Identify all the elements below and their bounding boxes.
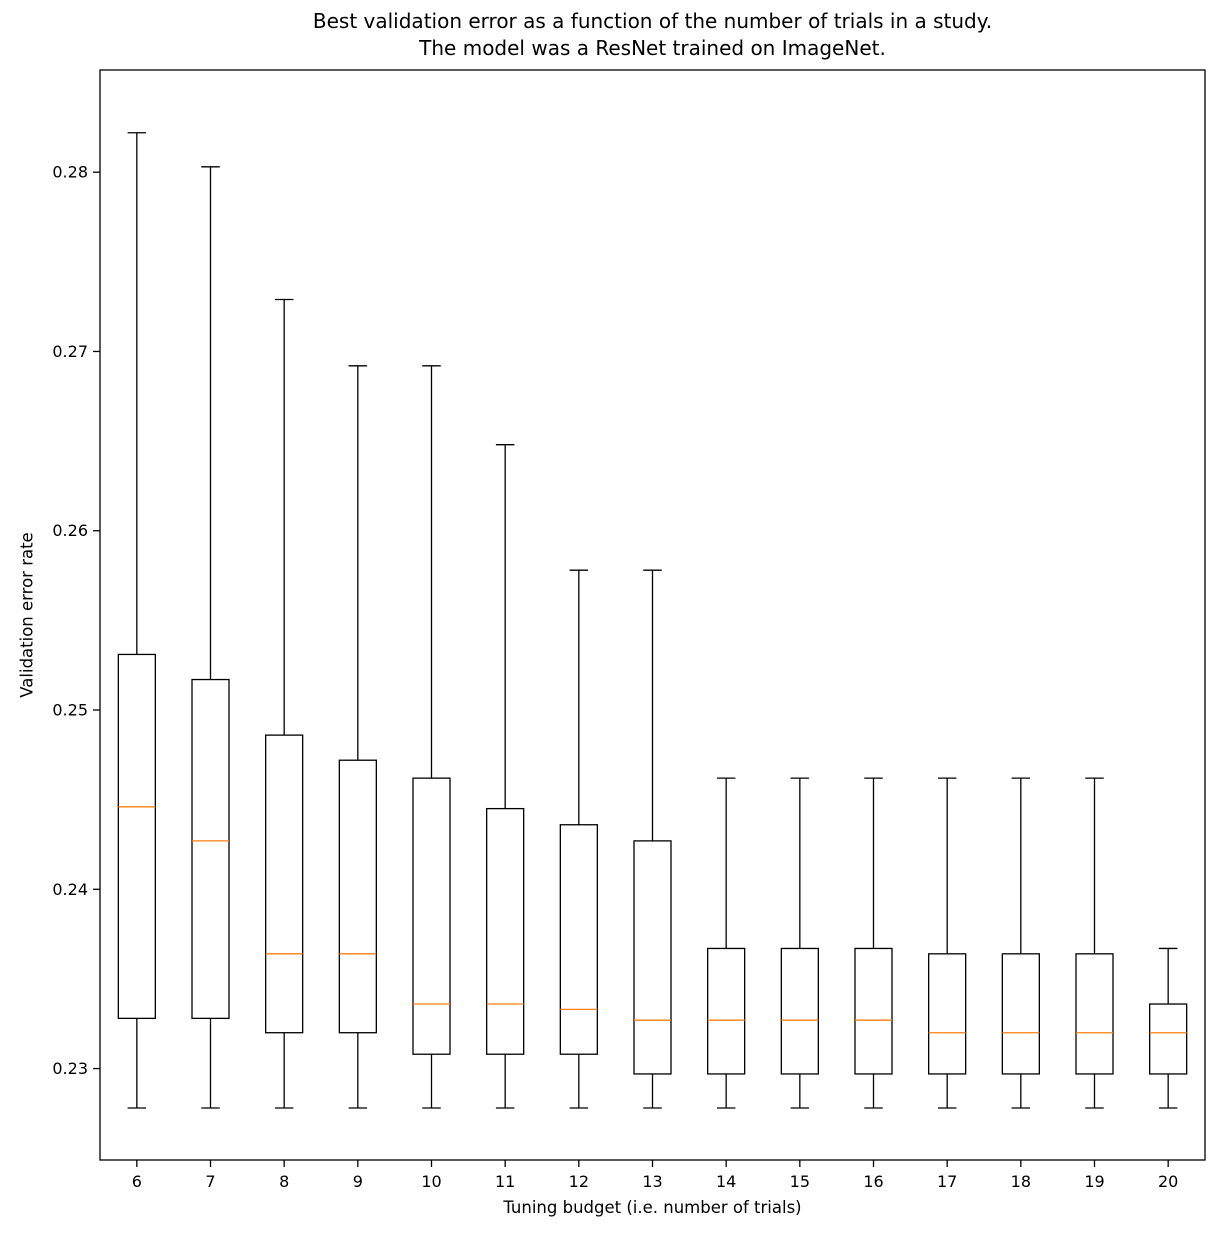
box: [1075, 953, 1114, 1075]
y-tick-label: 0.24: [52, 880, 88, 899]
y-tick-label: 0.27: [52, 342, 88, 361]
x-tick-label: 8: [279, 1172, 289, 1191]
chart-title: Best validation error as a function of t…: [100, 8, 1205, 62]
box: [559, 824, 598, 1055]
chart-title-line-1: Best validation error as a function of t…: [312, 9, 993, 33]
x-axis-label: Tuning budget (i.e. number of trials): [503, 1198, 802, 1217]
y-axis-label: Validation error rate: [17, 532, 37, 698]
x-tick-label: 9: [353, 1172, 363, 1191]
x-tick-label: 13: [642, 1172, 662, 1191]
x-tick-label: 14: [716, 1172, 736, 1191]
y-tick-label: 0.25: [52, 701, 88, 720]
box: [707, 947, 746, 1075]
box: [928, 953, 967, 1075]
box: [265, 734, 304, 1034]
box: [338, 759, 377, 1034]
box: [854, 947, 893, 1075]
x-tick-label: 10: [421, 1172, 441, 1191]
box: [117, 653, 156, 1020]
box: [780, 947, 819, 1075]
box: [486, 807, 525, 1055]
x-tick-label: 20: [1158, 1172, 1178, 1191]
y-tick-label: 0.28: [52, 163, 88, 182]
box: [191, 678, 230, 1020]
x-tick-label: 15: [790, 1172, 810, 1191]
x-tick-label: 19: [1084, 1172, 1104, 1191]
y-tick-label: 0.26: [52, 521, 88, 540]
x-tick-label: 16: [863, 1172, 883, 1191]
box: [1001, 953, 1040, 1075]
y-tick-label: 0.23: [52, 1059, 88, 1078]
chart-title-line-2: The model was a ResNet trained on ImageN…: [419, 36, 886, 60]
box: [412, 777, 451, 1055]
x-tick-label: 7: [205, 1172, 215, 1191]
x-tick-label: 6: [132, 1172, 142, 1191]
box: [633, 840, 672, 1075]
x-tick-label: 11: [495, 1172, 515, 1191]
x-tick-label: 17: [937, 1172, 957, 1191]
box: [1149, 1003, 1188, 1075]
x-tick-label: 18: [1011, 1172, 1031, 1191]
x-tick-label: 12: [569, 1172, 589, 1191]
